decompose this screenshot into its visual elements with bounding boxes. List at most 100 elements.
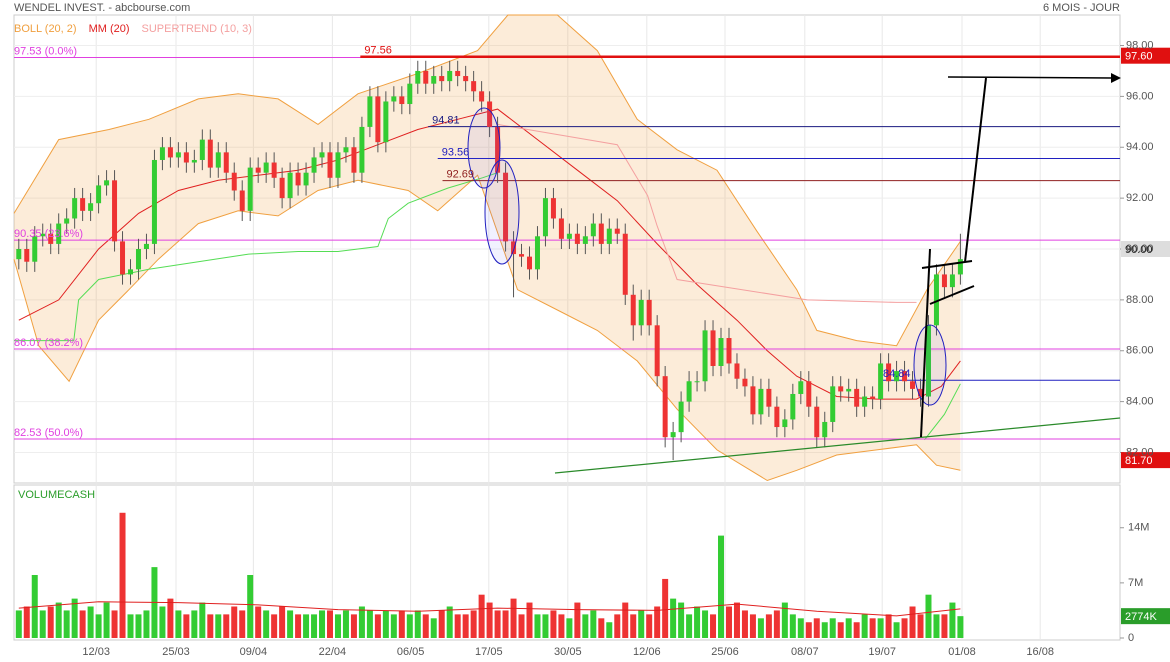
volume-bar: [334, 614, 341, 638]
volume-bar: [287, 610, 294, 638]
volume-bar: [111, 610, 118, 638]
legend-entry: BOLL (20, 2): [14, 23, 77, 35]
volume-bar: [215, 614, 222, 638]
candle-body: [455, 70, 461, 77]
candle-body: [143, 243, 149, 249]
candle-body: [902, 371, 908, 382]
volume-bar: [765, 614, 772, 638]
volume-bar: [710, 614, 717, 638]
volume-bar: [590, 610, 597, 638]
candle-body: [598, 223, 604, 244]
candle-body: [16, 249, 22, 260]
volume-bar: [909, 606, 916, 638]
volume-bar: [39, 610, 46, 638]
level-label: 84.84: [883, 368, 911, 380]
candle-body: [830, 386, 836, 422]
candle-body: [782, 419, 788, 428]
candle-body: [566, 233, 572, 239]
y-tick-label: 96.00: [1126, 90, 1154, 102]
candle-body: [48, 233, 54, 244]
volume-bar: [207, 614, 214, 638]
volume-bar: [71, 598, 78, 638]
volume-bar: [654, 606, 661, 638]
candle-body: [878, 363, 884, 400]
volume-bar: [542, 614, 549, 638]
candle-body: [614, 228, 620, 234]
candle-body: [662, 376, 668, 438]
volume-bar: [494, 610, 501, 638]
volume-bar: [279, 606, 286, 638]
volume-bar: [374, 614, 381, 638]
x-tick-label: 09/04: [240, 646, 268, 658]
volume-bar: [247, 574, 254, 638]
candle-body: [183, 152, 189, 163]
candle-body: [263, 162, 269, 173]
candle-body: [287, 172, 293, 199]
candle-body: [191, 159, 197, 163]
volume-bar: [757, 618, 764, 638]
volume-bar: [526, 602, 533, 638]
volume-bar: [199, 602, 206, 638]
volume-bar: [486, 602, 493, 638]
v-tick-label: 14M: [1128, 522, 1149, 534]
candle-body: [439, 76, 445, 82]
candle-body: [72, 198, 78, 219]
supertrend-up: [924, 383, 961, 441]
volume-bar: [63, 610, 70, 638]
candle-body: [646, 299, 652, 326]
candle-body: [558, 218, 564, 239]
candle-body: [941, 274, 947, 288]
volume-bar: [550, 610, 557, 638]
volume-bar: [231, 606, 238, 638]
price-flag-label: 97.60: [1125, 51, 1153, 63]
candle-body: [854, 388, 860, 407]
candle-body: [750, 386, 756, 415]
candle-body: [120, 241, 126, 275]
volume-bar: [694, 606, 701, 638]
volume-bar: [877, 618, 884, 638]
candle-body: [56, 223, 62, 244]
volume-bar: [478, 594, 485, 638]
candle-body: [415, 70, 421, 84]
v-tick-label: 0: [1128, 632, 1134, 644]
candle-body: [407, 83, 413, 105]
candle-body: [806, 381, 812, 407]
x-tick-label: 12/06: [633, 646, 661, 658]
volume-bar: [789, 614, 796, 638]
labels: WENDEL INVEST. - abcbourse.com 6 MOIS - …: [14, 2, 1157, 658]
candle-body: [471, 81, 477, 92]
x-tick-label: 12/03: [82, 646, 110, 658]
candle-body: [918, 388, 924, 397]
candle-body: [279, 177, 285, 199]
volume-bar: [422, 614, 429, 638]
volume-bar: [342, 610, 349, 638]
volume-bar: [686, 614, 693, 638]
volume-bar: [95, 614, 102, 638]
volume-bar: [702, 610, 709, 638]
candle-body: [638, 299, 644, 326]
boll-upper: [13, 14, 961, 347]
grid: [14, 15, 1124, 640]
volume-bar: [462, 614, 469, 638]
volume-bar: [502, 610, 509, 638]
volume-bar: [143, 610, 150, 638]
volume-bar: [749, 614, 756, 638]
candle-body: [798, 381, 804, 394]
candle-body: [574, 233, 580, 244]
volume-bar: [167, 598, 174, 638]
candle-body: [311, 157, 317, 173]
candle-body: [295, 172, 301, 186]
candle-body: [814, 406, 820, 438]
candle-body: [495, 126, 501, 173]
candle-body: [423, 70, 429, 84]
price-flag: [1121, 452, 1170, 469]
chart-title: WENDEL INVEST. - abcbourse.com: [14, 2, 190, 14]
volume-bar: [781, 602, 788, 638]
volume-bar: [662, 578, 669, 638]
candle-body: [670, 432, 676, 438]
volume-bar: [223, 614, 230, 638]
candle-body: [271, 162, 277, 178]
candle-body: [949, 274, 955, 288]
candle-body: [542, 198, 548, 237]
